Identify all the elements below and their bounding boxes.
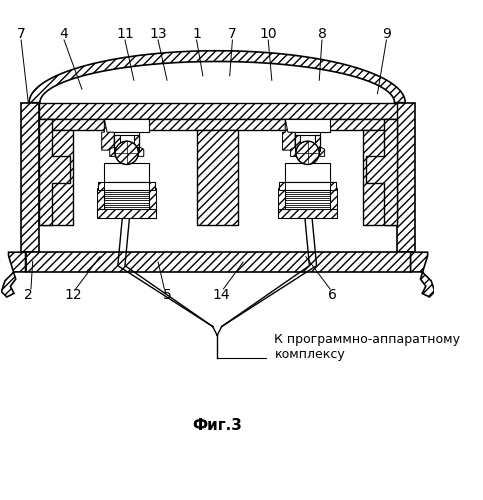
Polygon shape (98, 182, 104, 190)
Text: 4: 4 (60, 26, 69, 40)
Polygon shape (149, 182, 156, 190)
Polygon shape (29, 50, 405, 102)
Text: К программно-аппаратному
комплексу: К программно-аппаратному комплексу (274, 333, 460, 361)
Text: Фиг.3: Фиг.3 (192, 418, 242, 432)
Text: 5: 5 (163, 288, 171, 302)
Polygon shape (149, 188, 156, 211)
Polygon shape (39, 119, 397, 130)
Polygon shape (98, 182, 156, 190)
Text: 9: 9 (382, 26, 391, 40)
Polygon shape (97, 188, 104, 211)
Circle shape (296, 141, 319, 165)
Polygon shape (134, 135, 139, 151)
Polygon shape (330, 188, 337, 211)
Text: 6: 6 (328, 288, 337, 302)
Polygon shape (26, 252, 411, 272)
Polygon shape (330, 182, 336, 190)
Text: 7: 7 (17, 26, 26, 40)
Polygon shape (319, 148, 325, 156)
Text: 10: 10 (259, 26, 277, 40)
Polygon shape (397, 102, 415, 252)
Polygon shape (363, 130, 397, 226)
Polygon shape (295, 132, 320, 150)
Text: 2: 2 (24, 288, 33, 302)
Text: 12: 12 (64, 288, 82, 302)
Polygon shape (39, 119, 71, 226)
Text: 13: 13 (149, 26, 167, 40)
Polygon shape (285, 162, 330, 182)
Polygon shape (295, 135, 300, 151)
Polygon shape (21, 102, 39, 252)
Polygon shape (411, 252, 435, 297)
Circle shape (115, 141, 139, 165)
Polygon shape (291, 148, 296, 156)
Polygon shape (97, 209, 156, 218)
Polygon shape (104, 119, 149, 132)
Polygon shape (278, 188, 285, 211)
Polygon shape (197, 130, 238, 226)
Polygon shape (279, 182, 336, 190)
Polygon shape (39, 130, 73, 226)
Polygon shape (315, 135, 320, 151)
Text: 8: 8 (317, 26, 327, 40)
Polygon shape (104, 162, 149, 182)
Polygon shape (139, 148, 144, 156)
Text: 14: 14 (212, 288, 229, 302)
Polygon shape (102, 119, 114, 150)
Text: 7: 7 (228, 26, 237, 40)
Text: 1: 1 (192, 26, 201, 40)
Polygon shape (1, 252, 26, 297)
Polygon shape (110, 148, 115, 156)
Polygon shape (285, 119, 330, 132)
Polygon shape (114, 135, 120, 151)
Polygon shape (279, 182, 285, 190)
Polygon shape (39, 102, 397, 119)
Polygon shape (283, 119, 295, 150)
Polygon shape (278, 209, 337, 218)
Polygon shape (114, 132, 139, 150)
Polygon shape (366, 119, 397, 226)
Text: 11: 11 (116, 26, 134, 40)
